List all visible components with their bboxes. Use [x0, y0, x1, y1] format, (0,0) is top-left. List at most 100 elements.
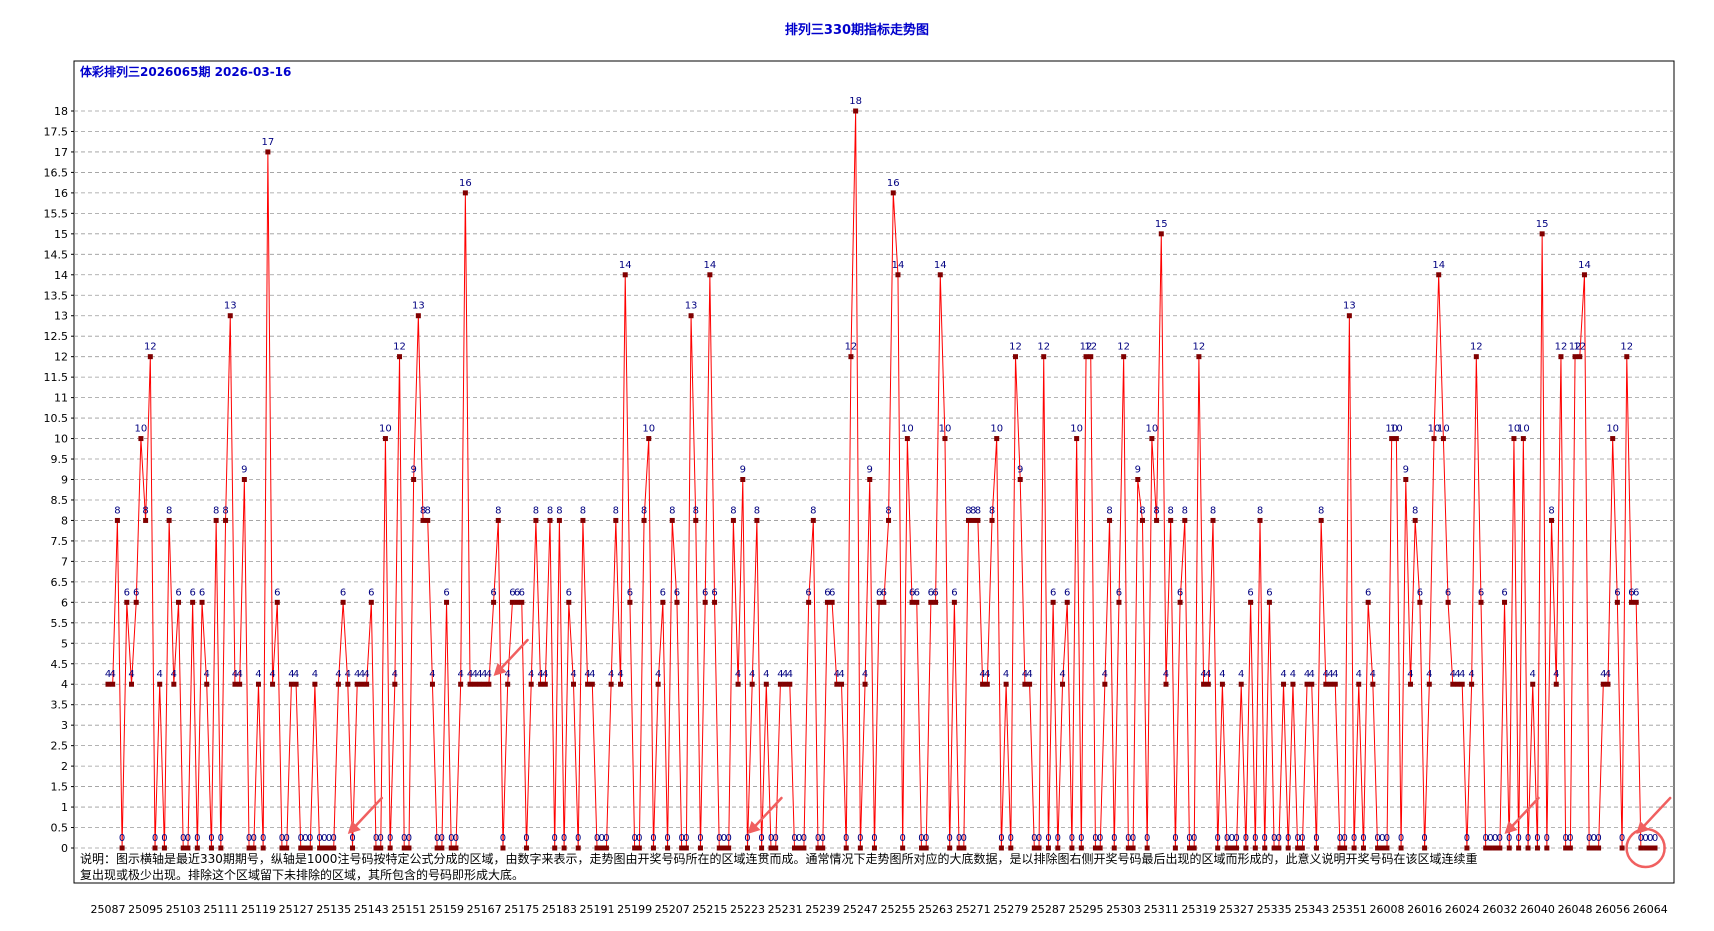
data-label: 0	[843, 833, 849, 844]
data-point	[599, 845, 605, 851]
data-point	[397, 354, 403, 360]
data-label: 4	[105, 669, 111, 680]
x-tick-label: 25127	[279, 903, 314, 916]
data-point	[1111, 845, 1117, 851]
data-label: 8	[114, 505, 120, 516]
data-label: 0	[1111, 833, 1117, 844]
data-label: 0	[1341, 833, 1347, 844]
data-point	[1370, 681, 1376, 687]
data-label: 0	[1191, 833, 1197, 844]
data-point	[1633, 599, 1639, 605]
data-point	[890, 190, 896, 196]
data-point	[561, 845, 567, 851]
data-point	[773, 845, 779, 851]
data-label: 4	[838, 669, 844, 680]
data-label: 12	[1470, 342, 1483, 353]
data-point	[1083, 354, 1089, 360]
data-label: 0	[1483, 833, 1489, 844]
data-point	[274, 599, 280, 605]
data-label: 8	[1139, 505, 1145, 516]
data-label: 0	[1515, 833, 1521, 844]
data-label: 0	[1036, 833, 1042, 844]
data-label: 0	[260, 833, 266, 844]
y-tick-label: 10	[54, 433, 68, 446]
data-label: 17	[262, 137, 275, 148]
data-point	[1248, 599, 1254, 605]
data-label: 4	[255, 669, 261, 680]
data-point	[1365, 599, 1371, 605]
data-point	[980, 681, 986, 687]
y-tick-label: 16.5	[44, 166, 69, 179]
data-point	[284, 845, 290, 851]
data-point	[476, 681, 482, 687]
data-point	[519, 599, 525, 605]
data-label: 0	[899, 833, 905, 844]
y-tick-label: 13	[54, 310, 68, 323]
data-label: 8	[166, 505, 172, 516]
data-point	[364, 681, 370, 687]
data-point	[411, 477, 417, 482]
data-point	[688, 313, 694, 319]
data-label: 13	[412, 301, 425, 312]
data-label: 4	[1238, 669, 1244, 680]
data-point	[1276, 845, 1282, 851]
data-label: 4	[1600, 669, 1606, 680]
data-point	[190, 599, 196, 605]
data-point	[378, 845, 384, 851]
data-label: 4	[269, 669, 275, 680]
data-point	[1384, 845, 1390, 851]
data-point	[918, 845, 924, 851]
x-tick-label: 25143	[354, 903, 389, 916]
data-label: 0	[1276, 833, 1282, 844]
data-point	[1163, 681, 1169, 687]
data-point	[241, 477, 247, 482]
data-label: 4	[232, 669, 238, 680]
y-tick-label: 17.5	[44, 125, 69, 138]
data-point	[1191, 845, 1197, 851]
x-tick-label: 25279	[993, 903, 1028, 916]
data-point	[1407, 681, 1413, 687]
data-point	[547, 517, 553, 523]
data-label: 0	[1544, 833, 1550, 844]
data-point	[989, 517, 995, 523]
data-point	[1525, 845, 1531, 851]
data-label: 12	[1555, 342, 1568, 353]
data-point	[933, 599, 939, 605]
x-tick-label: 25303	[1106, 903, 1141, 916]
data-label: 6	[702, 587, 708, 598]
data-point	[1342, 845, 1348, 851]
data-label: 8	[754, 505, 760, 516]
data-point	[928, 599, 934, 605]
y-tick-label: 17	[54, 146, 68, 159]
data-point	[1530, 681, 1536, 687]
data-label: 0	[1243, 833, 1249, 844]
data-label: 4	[777, 669, 783, 680]
data-point	[1596, 845, 1602, 851]
chart-title: 排列三330期指标走势图	[785, 22, 929, 38]
data-label: 0	[302, 833, 308, 844]
data-point	[265, 149, 271, 155]
data-point	[199, 599, 205, 605]
data-label: 0	[1172, 833, 1178, 844]
data-label: 0	[208, 833, 214, 844]
data-point	[1483, 845, 1489, 851]
data-point	[406, 845, 412, 851]
data-label: 4	[735, 669, 741, 680]
data-point	[923, 845, 929, 851]
data-point	[133, 599, 139, 605]
data-label: 0	[1492, 833, 1498, 844]
data-label: 6	[1417, 587, 1423, 598]
data-label: 0	[857, 833, 863, 844]
data-point	[1135, 477, 1141, 482]
data-point	[1544, 845, 1550, 851]
data-label: 4	[1026, 669, 1032, 680]
x-tick-label: 25263	[918, 903, 953, 916]
data-point	[500, 845, 506, 851]
data-label: 10	[1517, 424, 1530, 435]
data-point	[1534, 845, 1540, 851]
data-point	[1549, 517, 1555, 523]
data-label: 0	[594, 833, 600, 844]
data-point	[1299, 845, 1305, 851]
data-point	[1036, 845, 1042, 851]
annotations	[347, 638, 1672, 869]
